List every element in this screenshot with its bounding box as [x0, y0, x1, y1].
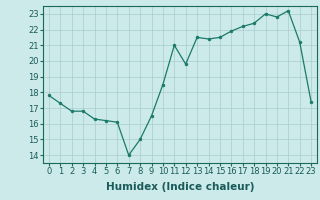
- X-axis label: Humidex (Indice chaleur): Humidex (Indice chaleur): [106, 182, 254, 192]
